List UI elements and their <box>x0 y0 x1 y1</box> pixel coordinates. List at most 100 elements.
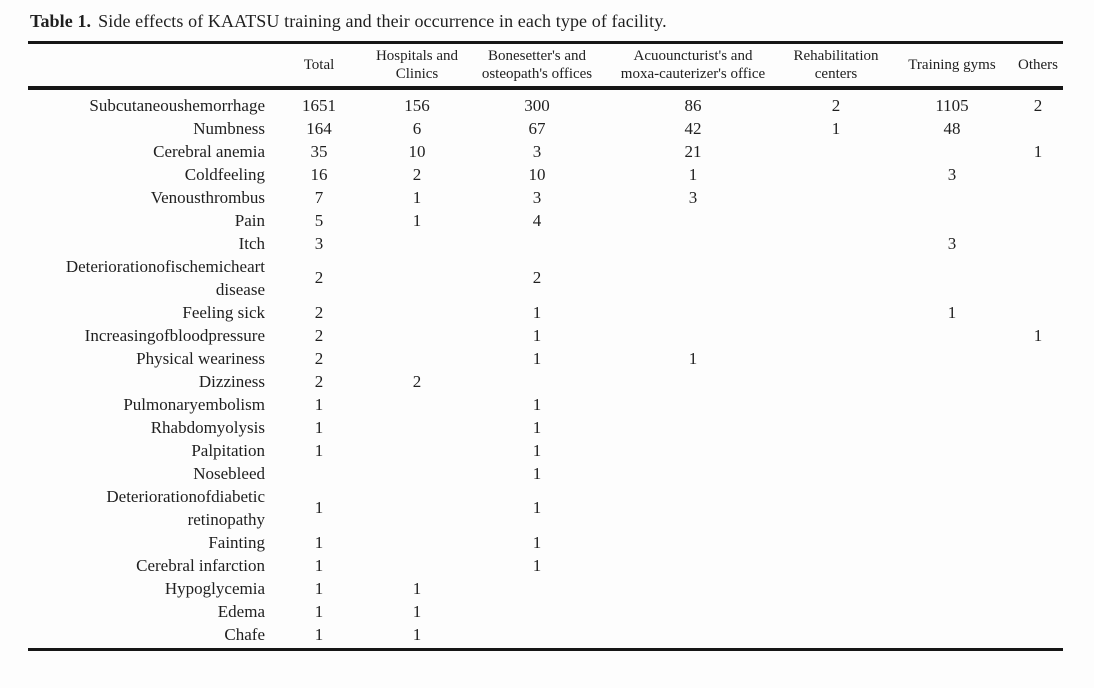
cell-total: 2 <box>314 302 324 322</box>
row-label: Deteriorationofischemicheart disease <box>65 256 265 299</box>
cell-acupuncturist-moxa <box>605 554 781 577</box>
row-label: Nosebleed <box>193 463 265 483</box>
cell-hospitals-clinics <box>365 485 469 531</box>
cell-others <box>1013 117 1063 140</box>
cell-others <box>1013 485 1063 531</box>
cell-rehabilitation-centers <box>781 393 891 416</box>
header-bonesetter-osteopath: Bonesetter's and osteopath's offices <box>481 47 593 82</box>
row-label: Palpitation <box>191 440 265 460</box>
cell-training-gyms <box>891 347 1013 370</box>
cell-acupuncturist-moxa: 3 <box>688 187 698 207</box>
cell-total: 7 <box>314 187 324 207</box>
table-caption: Table 1. Side effects of KAATSU training … <box>30 11 1094 32</box>
cell-rehabilitation-centers <box>781 531 891 554</box>
cell-hospitals-clinics: 1 <box>412 624 422 644</box>
cell-rehabilitation-centers <box>781 577 891 600</box>
cell-bonesetter-osteopath: 300 <box>524 95 550 115</box>
cell-hospitals-clinics: 1 <box>412 578 422 598</box>
side-effects-table: Total Hospitals and Clinics Bonesetter's … <box>28 41 1063 651</box>
cell-training-gyms: 1105 <box>935 95 969 115</box>
cell-rehabilitation-centers <box>781 301 891 324</box>
cell-others <box>1013 600 1063 623</box>
cell-others: 2 <box>1033 95 1043 115</box>
table-row: Fainting 1 1 <box>28 531 1063 554</box>
cell-bonesetter-osteopath: 1 <box>532 302 542 322</box>
cell-training-gyms <box>891 577 1013 600</box>
cell-bonesetter-osteopath <box>469 370 605 393</box>
row-label: Edema <box>217 601 265 621</box>
cell-total: 1 <box>314 532 324 552</box>
header-side-effect <box>28 43 273 88</box>
cell-bonesetter-osteopath: 1 <box>532 417 542 437</box>
table-row: Palpitation 1 1 <box>28 439 1063 462</box>
header-others: Others <box>1018 56 1058 73</box>
cell-hospitals-clinics: 2 <box>412 164 422 184</box>
cell-bonesetter-osteopath: 67 <box>528 118 546 138</box>
cell-acupuncturist-moxa <box>605 485 781 531</box>
row-label: Pulmonaryembolism <box>123 394 265 414</box>
cell-hospitals-clinics <box>365 531 469 554</box>
table-row: Rhabdomyolysis 1 1 <box>28 416 1063 439</box>
cell-others <box>1013 554 1063 577</box>
cell-others <box>1013 209 1063 232</box>
row-label: Subcutaneoushemorrhage <box>89 95 265 115</box>
cell-acupuncturist-moxa <box>605 301 781 324</box>
table-row: Edema 1 1 <box>28 600 1063 623</box>
cell-others <box>1013 347 1063 370</box>
cell-acupuncturist-moxa <box>605 600 781 623</box>
cell-rehabilitation-centers <box>781 416 891 439</box>
table-row: Chafe 1 1 <box>28 623 1063 650</box>
cell-hospitals-clinics <box>365 255 469 301</box>
cell-acupuncturist-moxa <box>605 439 781 462</box>
table-row: Venousthrombus 7 1 3 3 <box>28 186 1063 209</box>
table-row: Cerebral infarction 1 1 <box>28 554 1063 577</box>
header-training-gyms: Training gyms <box>908 56 996 73</box>
row-label: Venousthrombus <box>150 187 265 207</box>
cell-acupuncturist-moxa <box>605 623 781 650</box>
cell-bonesetter-osteopath: 1 <box>532 394 542 414</box>
cell-training-gyms <box>891 255 1013 301</box>
cell-bonesetter-osteopath <box>469 623 605 650</box>
cell-training-gyms <box>891 600 1013 623</box>
table-row: Numbness 164 6 67 42 1 48 <box>28 117 1063 140</box>
cell-total: 1 <box>314 498 324 517</box>
cell-training-gyms <box>891 439 1013 462</box>
cell-hospitals-clinics <box>365 439 469 462</box>
table-row: Physical weariness 2 1 1 <box>28 347 1063 370</box>
cell-total: 2 <box>314 348 324 368</box>
cell-others <box>1013 462 1063 485</box>
row-label: Itch <box>238 233 265 253</box>
cell-rehabilitation-centers <box>781 140 891 163</box>
cell-rehabilitation-centers <box>781 255 891 301</box>
cell-acupuncturist-moxa: 1 <box>688 164 698 184</box>
cell-bonesetter-osteopath: 1 <box>532 463 542 483</box>
header-row: Total Hospitals and Clinics Bonesetter's … <box>28 42 1063 88</box>
cell-training-gyms: 3 <box>947 164 957 184</box>
cell-hospitals-clinics <box>365 416 469 439</box>
cell-training-gyms: 48 <box>943 118 961 138</box>
table-row: Feeling sick 2 1 1 <box>28 301 1063 324</box>
cell-hospitals-clinics <box>365 393 469 416</box>
cell-acupuncturist-moxa <box>605 577 781 600</box>
cell-others <box>1013 163 1063 186</box>
cell-rehabilitation-centers <box>781 485 891 531</box>
row-label: Cerebral infarction <box>136 555 265 575</box>
header-hospitals-clinics: Hospitals and Clinics <box>375 47 459 82</box>
cell-rehabilitation-centers <box>781 462 891 485</box>
cell-bonesetter-osteopath: 1 <box>532 440 542 460</box>
cell-others <box>1013 301 1063 324</box>
cell-bonesetter-osteopath: 4 <box>532 210 542 230</box>
cell-total: 1 <box>314 578 324 598</box>
cell-total: 2 <box>314 371 324 391</box>
table-row: Itch 3 3 <box>28 232 1063 255</box>
cell-training-gyms <box>891 531 1013 554</box>
cell-total: 16 <box>310 164 328 184</box>
cell-training-gyms <box>891 416 1013 439</box>
cell-total: 1 <box>314 440 324 460</box>
cell-hospitals-clinics: 6 <box>412 118 422 138</box>
table-caption-text: Side effects of KAATSU training and thei… <box>98 11 667 31</box>
row-label: Pain <box>234 210 265 230</box>
cell-acupuncturist-moxa <box>605 416 781 439</box>
cell-acupuncturist-moxa <box>605 393 781 416</box>
cell-hospitals-clinics: 1 <box>412 187 422 207</box>
